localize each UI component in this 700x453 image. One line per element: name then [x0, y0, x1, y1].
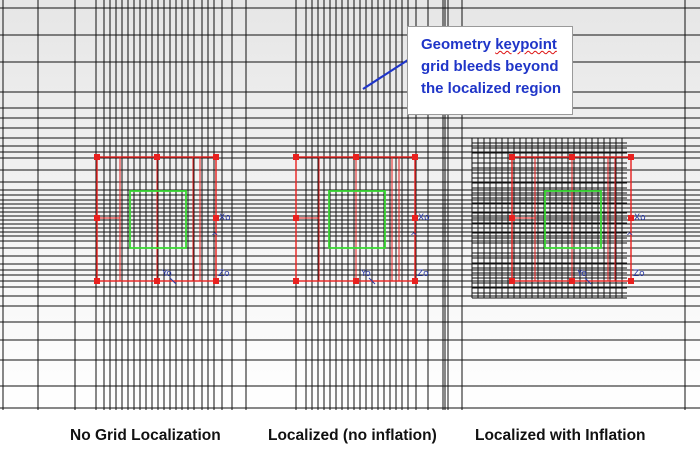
keypoint-marker	[213, 278, 219, 284]
vertex-label-yo: Yo	[161, 269, 172, 279]
caption-no-grid-localization: No Grid Localization	[70, 427, 221, 444]
keypoint-marker	[353, 154, 359, 160]
callout-line-1: Geometry keypoint	[421, 36, 557, 53]
vertex-label-zo: Zo	[633, 269, 645, 279]
callout-pointer	[362, 57, 412, 90]
keypoint-marker	[628, 215, 634, 221]
inner-region	[129, 190, 187, 249]
vertex-label-caret: ^	[626, 232, 634, 242]
panel-2-geometry: Xo^ Yo Zo	[293, 154, 430, 285]
keypoint-marker	[293, 154, 299, 160]
vertex-label-yo: Yo	[360, 269, 371, 279]
vertex-label-caret: ^	[410, 232, 418, 242]
keypoint-marker	[509, 278, 515, 284]
keypoint-marker	[628, 278, 634, 284]
keypoint-marker	[569, 278, 575, 284]
keypoint-marker	[154, 278, 160, 284]
callout-line-3: the localized region	[421, 80, 562, 97]
vertex-label-xo: Xo	[634, 213, 646, 223]
vertex-label-zo: Zo	[417, 269, 429, 279]
vertex-label-caret: ^	[211, 232, 219, 242]
vertex-label-zo: Zo	[218, 269, 230, 279]
keypoint-marker	[509, 154, 515, 160]
keypoint-marker	[628, 154, 634, 160]
inner-region	[328, 190, 386, 249]
keypoint-marker	[412, 215, 418, 221]
keypoint-marker	[94, 278, 100, 284]
keypoint-marker	[94, 154, 100, 160]
caption-localized-with-inflation: Localized with Inflation	[475, 427, 646, 444]
keypoint-marker	[412, 278, 418, 284]
keypoint-marker	[293, 215, 299, 221]
panel-3-geometry: Xo^ Yo Zo	[509, 154, 646, 285]
keypoint-marker	[412, 154, 418, 160]
callout-line-2: grid bleeds beyond	[421, 58, 559, 75]
spellcheck-underline: keypoint	[495, 36, 557, 53]
keypoint-marker	[569, 154, 575, 160]
vertex-label-tick	[169, 277, 177, 285]
inner-region	[544, 190, 602, 249]
keypoint-marker	[353, 278, 359, 284]
caption-localized-no-inflation: Localized (no inflation)	[268, 427, 437, 444]
viewport-background	[0, 0, 700, 410]
annotation-callout: Geometry keypoint grid bleeds beyond the…	[407, 26, 573, 115]
vertex-label-yo: Yo	[576, 269, 587, 279]
vertex-label-tick	[584, 277, 592, 285]
keypoint-marker	[293, 278, 299, 284]
panel-1-geometry: Xo^ Yo Zo	[94, 154, 231, 285]
keypoint-marker	[213, 154, 219, 160]
keypoint-marker	[94, 215, 100, 221]
keypoint-marker	[213, 215, 219, 221]
vertex-label-xo: Xo	[418, 213, 430, 223]
keypoint-marker	[154, 154, 160, 160]
vertex-label-tick	[368, 277, 376, 285]
vertex-label-xo: Xo	[219, 213, 231, 223]
keypoint-marker	[509, 215, 515, 221]
